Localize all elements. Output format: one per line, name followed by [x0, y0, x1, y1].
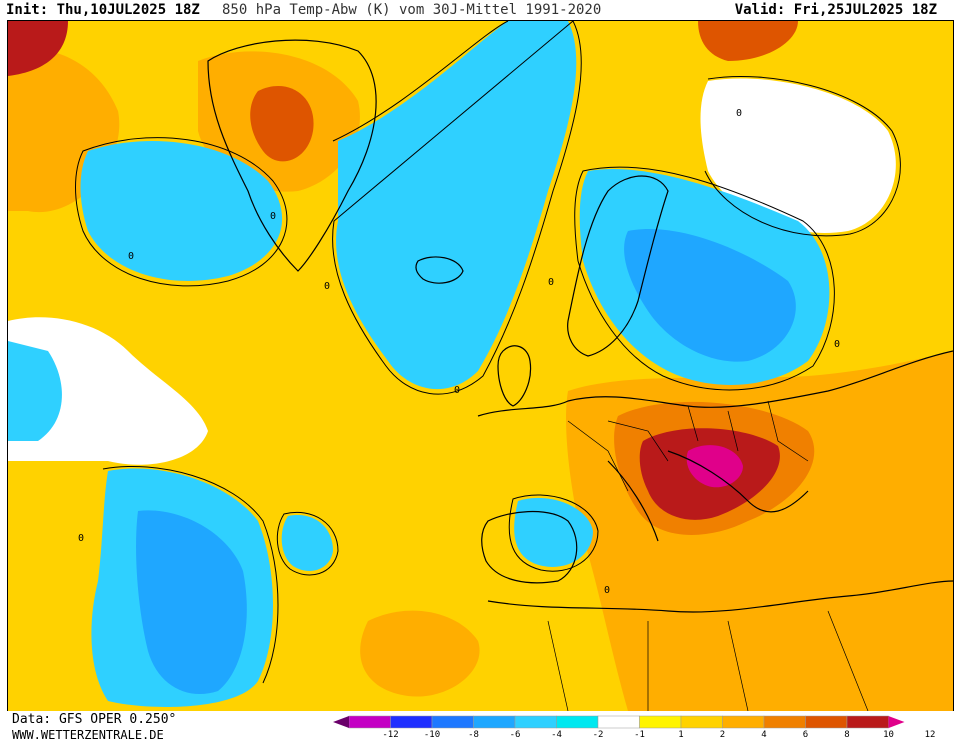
africa-borders [547, 610, 869, 711]
valid-time: Valid: Fri,25JUL2025 18Z [734, 2, 937, 18]
legend-ticks: -12 -10 -8 -6 -4 -2 -1 1 2 4 6 8 10 12 [333, 730, 936, 742]
legend-arrow-low [333, 716, 349, 728]
temperature-anomaly-map: 0 0 0 0 0 0 0 0 0 [7, 20, 954, 712]
legend-swatch [556, 715, 599, 729]
data-source: Data: GFS OPER 0.250° [12, 712, 177, 727]
website: WWW.WETTERZENTRALE.DE [12, 728, 164, 742]
legend-tick-label: 10 [883, 730, 894, 740]
britain-coast [497, 345, 532, 407]
anomaly-zone-magenta-core [686, 445, 743, 488]
map-header: Init: Thu,10JUL2025 18Z 850 hPa Temp-Abw… [0, 0, 959, 20]
legend-swatch [846, 715, 889, 729]
scandinavia-coast [567, 175, 669, 357]
contour-line [332, 21, 582, 395]
legend-arrow-high [888, 716, 905, 728]
legend-tick-label: 6 [802, 730, 809, 740]
contour-label: 0 [604, 585, 610, 596]
contour-label: 0 [834, 339, 840, 350]
contour-line [102, 466, 279, 684]
mediterranean-coast [607, 450, 809, 542]
legend-swatch [805, 715, 848, 729]
legend-tick-label: 1 [678, 730, 684, 740]
legend-swatch [763, 715, 806, 729]
anomaly-zone-red-north [698, 21, 798, 61]
legend-tick-label: -2 [592, 730, 604, 740]
iberia-coast [481, 511, 578, 584]
legend-swatch [473, 715, 516, 729]
zero-contour-lines [75, 21, 901, 684]
legend-swatch [390, 715, 433, 729]
anomaly-zone-cold-core-baltic [624, 229, 796, 362]
anomaly-zone-cold-north-atlantic [336, 21, 577, 390]
border-lines [567, 400, 809, 492]
legend-tick-label: -10 [423, 730, 441, 740]
contour-label: 0 [454, 385, 460, 396]
map-title: 850 hPa Temp-Abw (K) vom 30J-Mittel 1991… [222, 2, 602, 18]
legend-swatch [431, 715, 474, 729]
anomaly-zone-orange-africa [360, 610, 480, 697]
country-borders [547, 400, 869, 711]
legend-tick-label: 4 [761, 730, 767, 740]
anomaly-zone-cold-labrador [80, 141, 283, 281]
anomaly-zone-deep-orange-greenland [250, 85, 314, 162]
contour-label: 0 [736, 108, 742, 119]
anomaly-zone-cold-far-west [8, 341, 62, 441]
anomaly-zone-orange-east [566, 351, 953, 711]
contour-line [276, 512, 339, 576]
legend-tick-label: 8 [844, 730, 850, 740]
anomaly-zone-cold-azores [281, 515, 333, 571]
contour-line [75, 137, 288, 287]
legend-tick-label: -12 [382, 730, 399, 740]
legend-tick-label: -8 [468, 730, 479, 740]
contour-label: 0 [324, 281, 330, 292]
north-africa-coast [487, 580, 953, 613]
legend-swatch [348, 715, 391, 729]
contour-line [704, 76, 901, 237]
legend-tick-label: 2 [719, 730, 726, 740]
anomaly-zone-red-northwest [8, 21, 68, 76]
contour-label: 0 [270, 211, 276, 222]
contour-labels: 0 0 0 0 0 0 0 0 0 [78, 108, 840, 596]
legend-tick-label: -6 [509, 730, 521, 740]
legend-swatch [639, 715, 682, 729]
legend-tick-label: 12 [924, 730, 936, 740]
contour-label: 0 [548, 277, 554, 288]
map-footer: Data: GFS OPER 0.250° WWW.WETTERZENTRALE… [0, 711, 959, 742]
greenland-coast [207, 39, 377, 272]
init-time: Init: Thu,10JUL2025 18Z [6, 2, 200, 18]
contour-line [508, 494, 599, 572]
legend-swatch [680, 715, 723, 729]
anomaly-zone-neutral-scandinavia-east [700, 78, 896, 233]
contour-label: 0 [78, 533, 84, 544]
legend-colorbar [333, 715, 905, 729]
legend-tick-label: -1 [634, 730, 645, 740]
anomaly-zone-neutral-west [8, 317, 208, 465]
legend-swatch [597, 715, 640, 729]
contour-label: 0 [128, 251, 134, 262]
color-legend: -12 -10 -8 -6 -4 -2 -1 1 2 4 6 8 10 12 [333, 714, 935, 740]
contour-line [574, 166, 835, 391]
iceland-coast [415, 256, 464, 284]
legend-swatch [722, 715, 765, 729]
legend-swatch [514, 715, 557, 729]
anomaly-zone-cold-iberia [514, 497, 593, 567]
legend-tick-label: -4 [551, 730, 562, 740]
map-canvas: 0 0 0 0 0 0 0 0 0 [8, 21, 953, 711]
anomaly-zone-cold-core-atlantic [136, 510, 247, 695]
